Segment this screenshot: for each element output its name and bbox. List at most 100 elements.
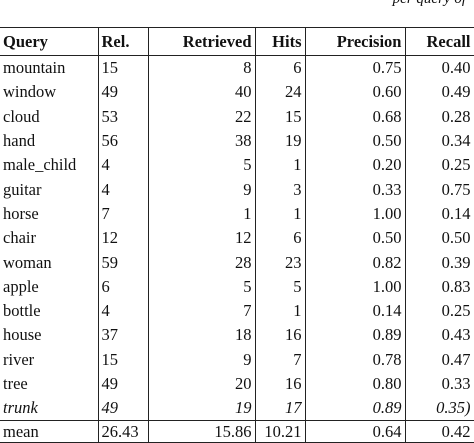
table-row: apple 6 5 5 1.00 0.83: [0, 274, 474, 299]
value-cell: 0.33: [404, 371, 474, 397]
value-cell: 0.20: [304, 153, 405, 178]
value-cell: 15: [97, 55, 148, 81]
value-cell: 0.78: [304, 347, 405, 372]
value-cell: 0.75: [304, 55, 405, 81]
table-row: hand 56 38 19 0.50 0.34: [0, 128, 474, 154]
table-row: window 49 40 24 0.60 0.49: [0, 80, 474, 105]
value-cell: 0.75: [404, 177, 474, 202]
value-cell: 12: [147, 226, 255, 251]
value-cell: 4: [97, 298, 148, 324]
value-cell: 15: [254, 104, 305, 129]
value-cell: 0.39: [404, 250, 474, 275]
query-cell: chair: [3, 228, 36, 248]
mean-row: mean 26.43 15.86 10.21 0.64 0.42: [0, 420, 474, 443]
header-cell: Recall: [404, 27, 474, 56]
value-cell: 38: [147, 128, 255, 154]
value-cell: 9: [147, 347, 255, 372]
value-cell: 0.60: [304, 80, 405, 105]
query-cell: hand: [3, 131, 36, 151]
table-row: chair 12 12 6 0.50 0.50: [0, 226, 474, 251]
value-cell: 6: [254, 55, 305, 81]
value-cell: 49: [97, 396, 148, 421]
header-cell: Query: [0, 27, 98, 56]
table-row: bottle 4 7 1 0.14 0.25: [0, 298, 474, 324]
query-cell: trunk: [3, 398, 38, 418]
value-cell: 1: [147, 201, 255, 227]
query-cell: horse: [3, 203, 39, 223]
value-cell: 24: [254, 80, 305, 105]
value-cell: 3: [254, 177, 305, 202]
value-cell: 0.50: [304, 226, 405, 251]
value-cell: 49: [97, 80, 148, 105]
value-cell: 6: [254, 226, 305, 251]
value-cell: 20: [147, 371, 255, 397]
value-cell: 16: [254, 371, 305, 397]
value-cell: 7: [147, 298, 255, 324]
value-cell: 53: [97, 104, 148, 129]
value-cell: 0.47: [404, 347, 474, 372]
table-row: river 15 9 7 0.78 0.47: [0, 347, 474, 372]
value-cell: 1.00: [304, 201, 405, 227]
value-cell: 59: [97, 250, 148, 275]
table-row: male_child 4 5 1 0.20 0.25: [0, 153, 474, 178]
query-cell: tree: [3, 374, 28, 393]
value-cell: 22: [147, 104, 255, 129]
mean-cell: 10.21: [254, 420, 305, 443]
value-cell: 0.82: [304, 250, 405, 275]
header-cell: Hits: [254, 27, 305, 56]
mean-cell: 0.64: [304, 420, 405, 443]
table-row: horse 7 1 1 1.00 0.14: [0, 201, 474, 227]
table-row: tree 49 20 16 0.80 0.33: [0, 371, 474, 397]
value-cell: 4: [97, 177, 148, 202]
table-row: guitar 4 9 3 0.33 0.75: [0, 177, 474, 202]
query-cell: house: [3, 325, 42, 345]
header-cell: Precision: [304, 27, 405, 56]
query-cell: apple: [3, 276, 39, 296]
value-cell: 0.28: [404, 104, 474, 129]
value-cell: 0.40: [404, 55, 474, 81]
value-cell: 7: [254, 347, 305, 372]
value-cell: 49: [97, 371, 148, 397]
value-cell: 16: [254, 323, 305, 348]
mean-label: mean: [0, 420, 98, 443]
query-cell: woman: [3, 252, 52, 272]
value-cell: 9: [147, 177, 255, 202]
table-row: woman 59 28 23 0.82 0.39: [0, 250, 474, 275]
value-cell: 0.25: [404, 153, 474, 178]
value-cell: 0.33: [304, 177, 405, 202]
query-cell: cloud: [3, 106, 40, 126]
value-cell: 15: [97, 347, 148, 372]
query-cell: mountain: [3, 58, 66, 78]
value-cell: 0.68: [304, 104, 405, 129]
results-table: Query Rel. Retrieved Hits Precision Recall mo…: [0, 27, 474, 443]
value-cell: 5: [147, 153, 255, 178]
mean-cell: 15.86: [147, 420, 255, 443]
table-row: trunk 49 19 17 0.89 0.35): [0, 396, 474, 421]
value-cell: 19: [147, 396, 255, 421]
table-row: mountain 15 8 6 0.75 0.40: [0, 55, 474, 81]
query-cell: river: [3, 349, 35, 369]
table-row: cloud 53 22 15 0.68 0.28: [0, 104, 474, 129]
value-cell: 5: [254, 274, 305, 299]
value-cell: 0.80: [304, 371, 405, 397]
value-cell: 0.14: [404, 201, 474, 227]
caption-fragment: per query of: [393, 0, 466, 8]
value-cell: 19: [254, 128, 305, 154]
value-cell: 12: [97, 226, 148, 251]
value-cell: 0.35): [404, 396, 474, 421]
value-cell: 0.89: [304, 323, 405, 348]
value-cell: 0.83: [404, 274, 474, 299]
header-row: Query Rel. Retrieved Hits Precision Recall: [0, 27, 474, 56]
value-cell: 0.49: [404, 80, 474, 105]
value-cell: 0.43: [404, 323, 474, 348]
value-cell: 5: [147, 274, 255, 299]
value-cell: 6: [97, 274, 148, 299]
header-cell: Retrieved: [147, 27, 255, 56]
table-row: house 37 18 16 0.89 0.43: [0, 323, 474, 348]
query-cell: bottle: [3, 301, 41, 321]
value-cell: 8: [147, 55, 255, 81]
value-cell: 0.50: [304, 128, 405, 154]
header-cell: Rel.: [97, 27, 148, 56]
mean-cell: 0.42: [404, 420, 474, 443]
